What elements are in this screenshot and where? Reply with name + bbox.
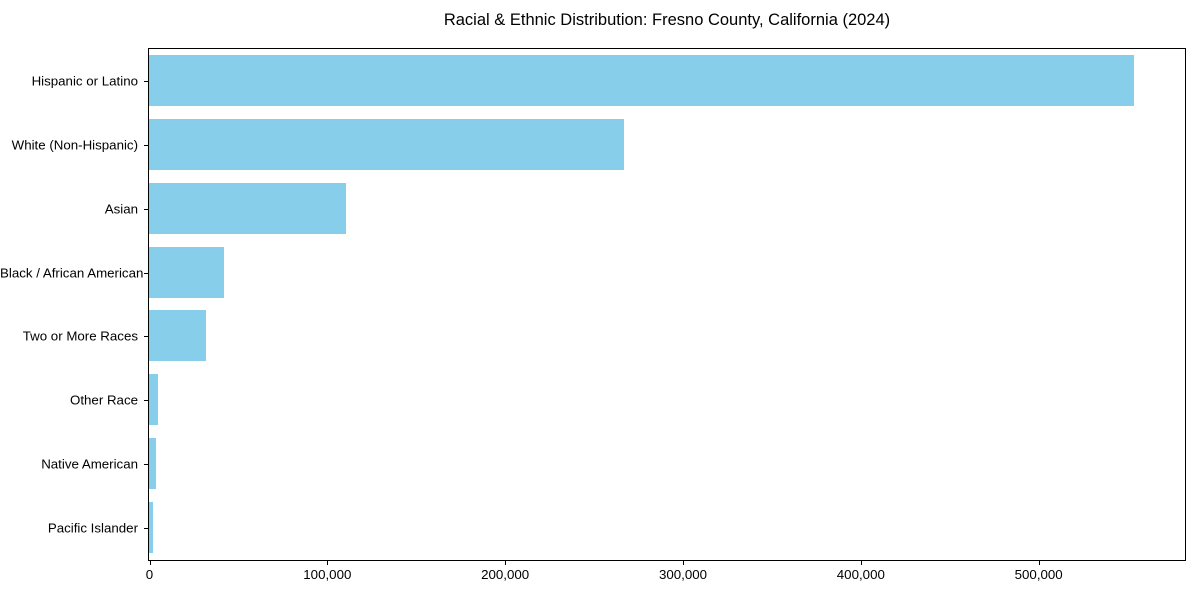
y-tick-label: Hispanic or Latino [31,73,138,89]
y-tick-label: Pacific Islander [47,520,138,536]
x-tick-label: 0 [145,567,154,582]
x-tick-mark [505,561,507,565]
y-tick-mark [144,145,148,147]
x-tick-label: 100,000 [303,567,352,582]
bar-white-non-hispanic [149,119,624,171]
bar-black-african-american [149,246,224,298]
x-tick-label: 300,000 [658,567,708,582]
y-tick-label: Black / African American [0,265,144,281]
y-tick-label: Asian [104,201,138,217]
x-tick-label: 400,000 [836,567,885,582]
plot-area [148,48,1186,561]
x-tick-mark [327,561,329,565]
y-tick-mark [144,81,148,83]
x-tick-label: 200,000 [481,567,530,582]
y-tick-mark [144,272,148,274]
x-tick-label: 500,000 [1014,567,1063,582]
x-tick-mark [683,561,684,565]
y-tick-label: Native American [41,456,138,472]
bar-two-or-more-races [149,310,206,362]
bar-hispanic-or-latino [149,55,1135,107]
y-tick-label: Other Race [70,392,138,408]
y-tick-mark [144,336,148,338]
y-tick-label: White (Non-Hispanic) [11,137,138,153]
bar-other-race [149,374,158,426]
x-tick-mark [860,561,862,565]
y-tick-mark [144,400,148,402]
bar-native-american [149,437,157,489]
bar-pacific-islander [149,501,153,553]
y-tick-mark [144,208,148,210]
chart-title: Racial & Ethnic Distribution: Fresno Cou… [443,11,891,29]
y-tick-mark [144,527,148,529]
x-tick-mark [149,561,151,565]
y-tick-mark [144,463,148,465]
bar-asian [149,182,347,234]
x-tick-mark [1038,561,1040,565]
y-tick-label: Two or More Races [22,328,138,344]
